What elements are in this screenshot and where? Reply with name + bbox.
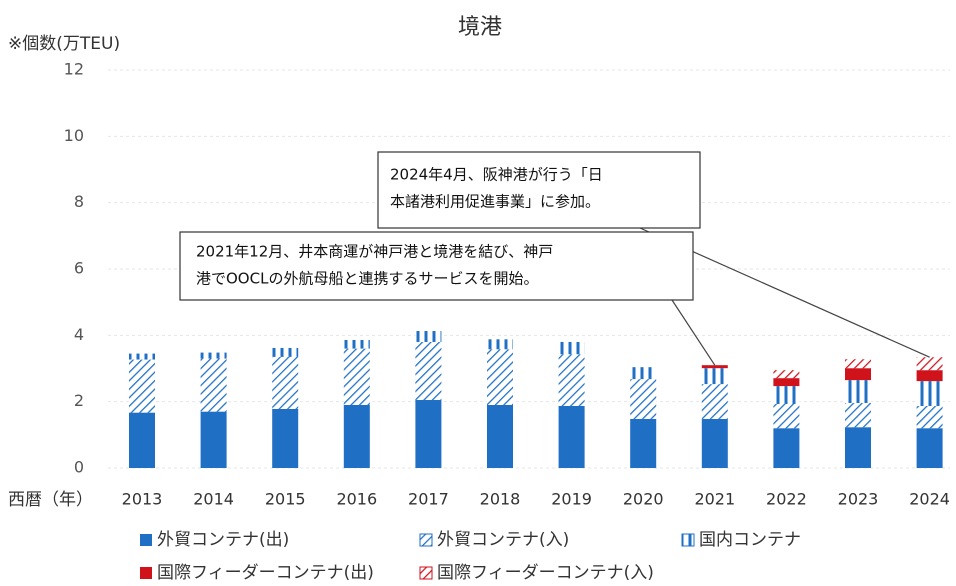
bar-segment	[487, 349, 513, 405]
bar-segment	[343, 339, 370, 349]
x-tick-label: 2019	[551, 490, 592, 509]
bar-segment	[916, 357, 943, 371]
x-tick-label: 2023	[838, 490, 879, 509]
annotation-text: 港でOOCLの外航母船と連携するサービスを開始。	[196, 270, 538, 288]
bar-segment	[916, 381, 943, 406]
bar-segment	[630, 418, 657, 468]
bar-segment	[773, 403, 800, 429]
bar-segment	[558, 341, 585, 355]
x-tick-label: 2021	[694, 490, 735, 509]
x-tick-label: 2024	[909, 490, 950, 509]
annotation-box	[377, 151, 701, 229]
bar-segment	[415, 341, 442, 401]
bar-segment	[129, 353, 155, 360]
bar-segment	[630, 379, 657, 419]
bar-segment	[272, 356, 299, 409]
x-tick-label: 2022	[766, 490, 807, 509]
legend-marker	[681, 533, 695, 547]
bar-segment	[272, 408, 299, 468]
bar-segment	[773, 378, 800, 387]
annotation-text: 2021年12月、井本商運が神戸港と境港を結び、神戸	[196, 243, 553, 261]
bar-segment	[773, 428, 800, 468]
bar-segment	[773, 386, 800, 404]
bar-segment	[773, 370, 800, 379]
bar-segment	[200, 352, 227, 359]
bar-segment	[845, 368, 871, 381]
annotation-text: 本諸港利用促進事業」に参加。	[390, 193, 600, 211]
bar-segment	[129, 359, 155, 413]
bar-segment	[916, 370, 943, 382]
bar-segment	[558, 354, 585, 406]
bar-segment	[487, 339, 513, 350]
bar-segment	[200, 411, 227, 468]
bar-segment	[630, 367, 657, 380]
legend-label: 国際フィーダーコンテナ(入)	[437, 563, 654, 583]
bar-segment	[415, 400, 442, 468]
bar-segment	[343, 348, 370, 405]
bar-segment	[129, 412, 155, 468]
bar-segment	[701, 418, 728, 468]
bar-segment	[916, 405, 943, 429]
x-axis-label: 西暦（年）	[8, 490, 93, 510]
x-tick-label: 2018	[480, 490, 521, 509]
bar-segment	[916, 428, 943, 468]
legend-label: 国際フィーダーコンテナ(出)	[157, 563, 374, 583]
chart-title: 境港	[458, 15, 502, 40]
y-tick-label: 8	[74, 192, 84, 211]
legend-label: 国内コンテナ	[699, 530, 801, 550]
x-tick-label: 2014	[193, 490, 234, 509]
legend-label: 外貿コンテナ(出)	[157, 530, 289, 550]
bar-segment	[845, 359, 871, 369]
bar-segment	[487, 404, 513, 468]
bar-segment	[343, 404, 370, 468]
x-tick-label: 2020	[623, 490, 664, 509]
annotation-text: 2024年4月、阪神港が行う「日	[390, 166, 603, 184]
bar-segment	[845, 380, 871, 403]
y-axis-label: ※個数(万TEU)	[8, 34, 120, 54]
legend-marker	[140, 534, 152, 546]
y-tick-label: 10	[64, 126, 84, 145]
y-tick-label: 2	[74, 391, 84, 410]
x-tick-label: 2015	[265, 490, 306, 509]
x-tick-label: 2013	[122, 490, 163, 509]
x-tick-label: 2016	[336, 490, 377, 509]
bar-segment	[845, 427, 871, 468]
bar-segment	[415, 331, 442, 342]
bar-segment	[701, 368, 728, 385]
legend-label: 外貿コンテナ(入)	[437, 530, 569, 550]
bar-segment	[701, 384, 728, 419]
y-tick-label: 0	[74, 458, 84, 477]
y-tick-label: 4	[74, 325, 84, 344]
annotation-box	[179, 231, 694, 301]
bar-segment	[845, 402, 871, 428]
legend-marker	[419, 566, 433, 580]
legend-marker	[419, 533, 433, 547]
bar-segment	[272, 347, 299, 357]
y-tick-label: 12	[64, 60, 84, 79]
bar-segment	[200, 358, 227, 412]
x-tick-label: 2017	[408, 490, 449, 509]
legend-marker	[140, 567, 152, 579]
bar-segment	[558, 405, 585, 468]
leader-line	[671, 299, 716, 366]
bar-segment	[701, 365, 728, 369]
y-tick-label: 6	[74, 259, 84, 278]
